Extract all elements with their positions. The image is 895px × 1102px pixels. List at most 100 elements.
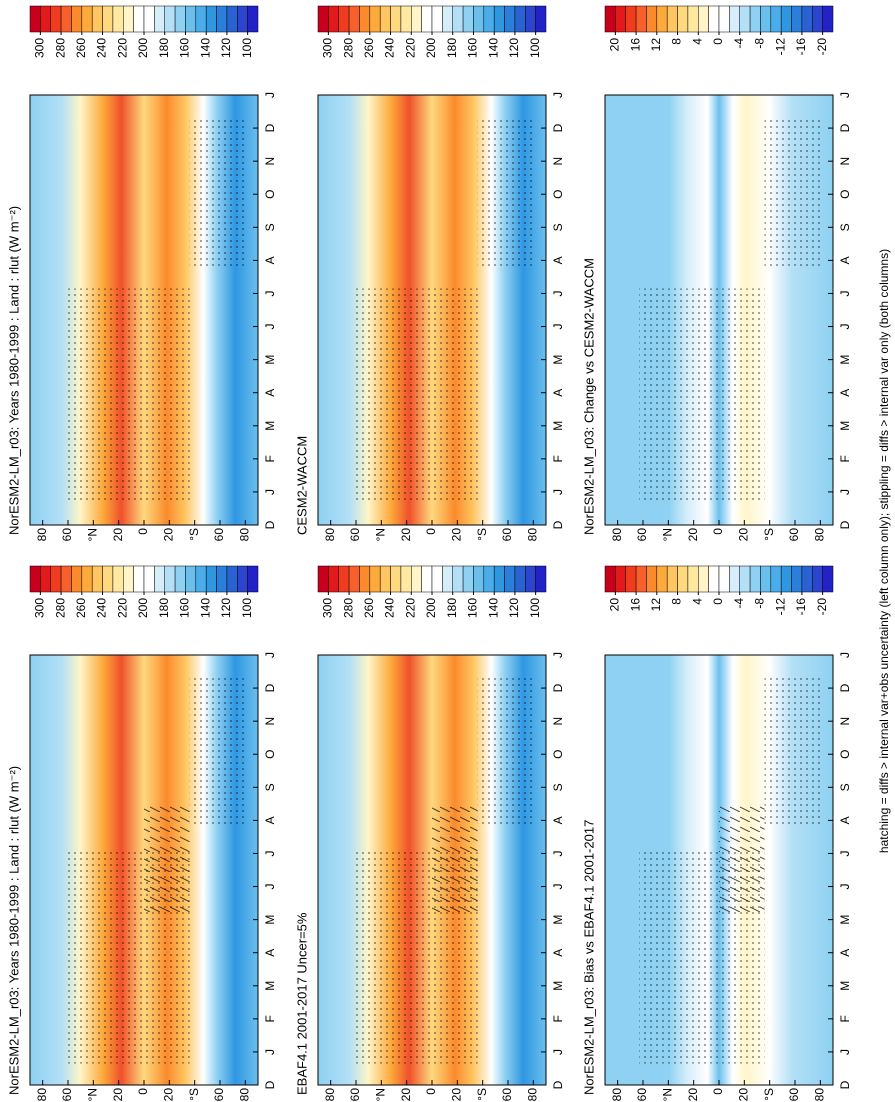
colorbar-tick-label: 180 xyxy=(157,38,171,58)
x-tick-label: D xyxy=(263,520,277,529)
x-tick-label: D xyxy=(551,520,565,529)
y-tick-label: °S xyxy=(475,1088,489,1101)
colorbar-tick-label: 12 xyxy=(649,38,663,52)
colorbar-bin xyxy=(154,565,165,593)
colorbar-tick-label: 180 xyxy=(157,598,171,618)
x-tick-label: M xyxy=(838,981,852,991)
colorbar-bin xyxy=(718,5,730,33)
colorbar-bin xyxy=(635,5,647,33)
y-tick-label: 60 xyxy=(348,528,362,542)
y-tick-label: 20 xyxy=(686,1088,700,1102)
panel-title: CESM2-WACCM xyxy=(294,436,309,535)
colorbar-tick-label: 260 xyxy=(362,38,376,58)
colorbar-bin xyxy=(185,565,197,593)
colorbar-tick-label: -8 xyxy=(753,38,767,49)
colorbar-bin xyxy=(40,565,51,593)
x-tick-label: M xyxy=(551,981,565,991)
colorbar-bin xyxy=(379,5,391,33)
x-tick-label: A xyxy=(838,256,852,264)
colorbar-bin xyxy=(328,565,339,593)
colorbar-bin xyxy=(102,5,114,33)
colorbar-bin xyxy=(656,5,668,33)
colorbar-tick-label: 100 xyxy=(240,38,254,58)
y-tick-label: 20 xyxy=(450,1088,464,1102)
y-tick-label: 60 xyxy=(500,1088,514,1102)
stippling xyxy=(477,676,535,827)
colorbar-bin xyxy=(442,565,453,593)
x-tick-label: J xyxy=(551,324,565,330)
colorbar-tick-label: 180 xyxy=(445,598,459,618)
colorbar-bin xyxy=(473,565,485,593)
panel: NorESM2-LM_r03: Years 1980-1999 : Land :… xyxy=(6,5,277,542)
colorbar-bin xyxy=(317,565,329,593)
colorbar-bin xyxy=(780,565,792,593)
colorbar-bin xyxy=(780,5,792,33)
colorbar-bin xyxy=(359,5,371,33)
colorbar-tick-label: 4 xyxy=(690,38,704,45)
x-tick-label: M xyxy=(551,421,565,431)
colorbar-bin xyxy=(452,565,464,593)
y-tick-label: 80 xyxy=(610,528,624,542)
panel-title: NorESM2-LM_r03: Years 1980-1999 : Land :… xyxy=(6,766,21,1095)
colorbar-bin xyxy=(247,565,259,593)
stippling xyxy=(639,288,765,504)
panel: NorESM2-LM_r03: Years 1980-1999 : Land :… xyxy=(6,565,277,1102)
colorbar-bin xyxy=(604,5,616,33)
x-tick-label: S xyxy=(838,223,852,231)
x-tick-label: D xyxy=(551,683,565,692)
colorbar-bin xyxy=(154,5,165,33)
x-tick-label: M xyxy=(551,355,565,365)
colorbar-bin xyxy=(237,565,248,593)
y-tick-label: 0 xyxy=(711,1088,725,1095)
colorbar-bin xyxy=(348,565,360,593)
colorbar-tick-label: 300 xyxy=(33,598,47,618)
colorbar-bin xyxy=(421,565,433,593)
y-tick-label: 0 xyxy=(424,1088,438,1095)
x-tick-label: M xyxy=(838,421,852,431)
colorbar-bin xyxy=(133,5,145,33)
panel-title: NorESM2-LM_r03: Bias vs EBAF4.1 2001-201… xyxy=(581,820,596,1095)
colorbar-bin xyxy=(431,565,443,593)
y-tick-label: °N xyxy=(374,1088,388,1101)
colorbar-tick-label: 160 xyxy=(466,598,480,618)
colorbar-bin xyxy=(760,565,772,593)
y-tick-label: 80 xyxy=(35,528,49,542)
y-tick-label: °S xyxy=(762,1088,776,1101)
panel-title: NorESM2-LM_r03: Years 1980-1999 : Land :… xyxy=(6,206,21,535)
colorbar-bin xyxy=(739,5,751,33)
colorbar-tick-label: 220 xyxy=(115,38,129,58)
x-tick-label: S xyxy=(551,223,565,231)
colorbar-bin xyxy=(359,565,371,593)
colorbar-bin xyxy=(60,565,72,593)
y-tick-label: 20 xyxy=(111,528,125,542)
colorbar-bin xyxy=(760,5,772,33)
y-tick-label: 60 xyxy=(60,528,74,542)
stippling xyxy=(64,288,190,504)
colorbar-bin xyxy=(462,5,474,33)
x-tick-label: J xyxy=(838,884,852,890)
colorbar-bin xyxy=(317,5,329,33)
colorbar-tick-label: -16 xyxy=(794,598,808,616)
x-tick-label: J xyxy=(263,324,277,330)
colorbar-tick-label: 120 xyxy=(219,38,233,58)
x-tick-label: A xyxy=(263,389,277,397)
x-tick-label: J xyxy=(551,290,565,296)
y-tick-label: 60 xyxy=(787,528,801,542)
colorbar-bin xyxy=(822,565,834,593)
colorbar-tick-label: 200 xyxy=(424,38,438,58)
colorbar-bin xyxy=(646,565,658,593)
x-tick-label: A xyxy=(551,949,565,957)
y-tick-label: 20 xyxy=(737,528,751,542)
colorbar-tick-label: 240 xyxy=(383,598,397,618)
colorbar-tick-label: 260 xyxy=(74,38,88,58)
colorbar-bin xyxy=(812,5,823,33)
y-tick-label: 0 xyxy=(424,528,438,535)
colorbar-tick-label: 220 xyxy=(403,38,417,58)
colorbar-tick-label: 160 xyxy=(178,598,192,618)
y-tick-label: 0 xyxy=(136,528,150,535)
y-tick-label: 20 xyxy=(111,1088,125,1102)
y-tick-label: °S xyxy=(475,528,489,541)
colorbar-bin xyxy=(739,565,751,593)
colorbar-bin xyxy=(615,565,626,593)
colorbar-bin xyxy=(50,5,62,33)
